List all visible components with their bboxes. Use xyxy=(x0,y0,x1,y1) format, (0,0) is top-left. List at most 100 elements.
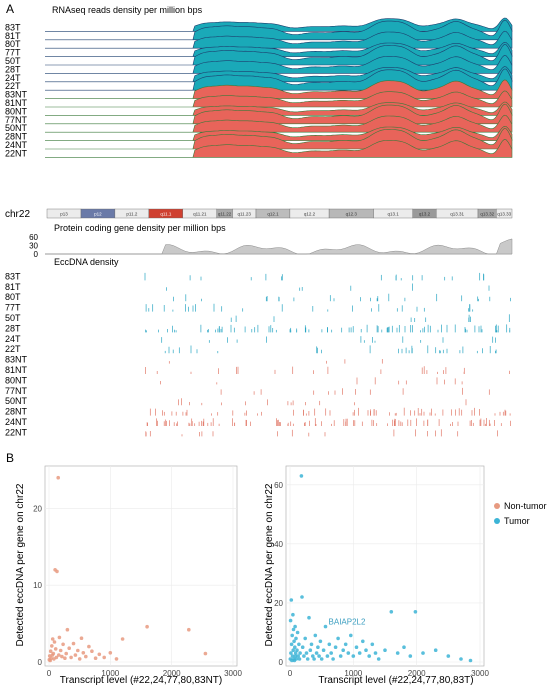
band-label: q13.1 xyxy=(387,212,399,217)
legend-label-nontumor: Non-tumor xyxy=(504,501,547,511)
ytick-label: 10 xyxy=(33,581,42,590)
scatter-point xyxy=(114,657,119,661)
scatter-point xyxy=(309,642,314,647)
scatter-point xyxy=(402,645,406,649)
sample-label: 50T xyxy=(5,56,21,66)
scatter-point xyxy=(50,644,54,648)
sample-label: 22T xyxy=(5,81,21,91)
rnaseq-ridge-tracks xyxy=(45,17,513,158)
scatter-point xyxy=(354,645,359,649)
scatter-point xyxy=(60,654,64,659)
protein-ytick: 60 xyxy=(29,233,38,242)
scatter-point xyxy=(370,642,375,647)
scatter-point xyxy=(73,653,78,657)
scatter-point xyxy=(289,642,294,647)
protein-density-area xyxy=(45,238,513,255)
scatter-point xyxy=(291,648,296,652)
scatter-point xyxy=(318,639,323,644)
scatter-point xyxy=(56,475,60,480)
scatter-point xyxy=(289,598,294,602)
scatter-point xyxy=(299,474,304,478)
scatter-point xyxy=(325,654,330,658)
ytick-label: 20 xyxy=(274,599,283,608)
scatter-point xyxy=(97,652,102,657)
scatter-point xyxy=(296,654,301,658)
scatter-point xyxy=(294,657,299,661)
eccdna-tracks xyxy=(144,272,511,437)
scatter-point xyxy=(459,657,463,661)
eccdna-sample-label: 50T xyxy=(5,313,21,323)
chromosome-band xyxy=(496,208,513,219)
scatter-point xyxy=(308,648,313,652)
scatter-point xyxy=(446,654,451,658)
scatter-point xyxy=(311,654,315,658)
scatter-point xyxy=(79,636,84,640)
legend-swatch-tumor xyxy=(494,518,500,524)
ytick-label: 60 xyxy=(274,481,283,490)
scatter-point xyxy=(55,569,59,574)
eccdna-sample-label: 22NT xyxy=(5,427,28,437)
scatter-point xyxy=(316,645,320,649)
scatter-point xyxy=(395,651,400,655)
scatter-point xyxy=(351,654,356,658)
scatter-point xyxy=(77,657,82,661)
band-label: p11.2 xyxy=(126,212,137,217)
sample-label: 81T xyxy=(5,31,21,41)
scatter-point xyxy=(357,651,362,655)
scatter-point xyxy=(84,654,88,659)
ytick-label: 0 xyxy=(279,658,284,667)
scatter-point xyxy=(307,615,311,620)
scatter-point xyxy=(367,654,372,658)
eccdna-sample-label: 81T xyxy=(5,282,21,292)
scatter-point xyxy=(298,651,302,655)
scatter-point xyxy=(290,654,295,658)
scatter-point xyxy=(389,610,394,614)
xlabel-right: Transcript level (#22,24,77,80,83T) xyxy=(318,675,473,686)
scatter-point xyxy=(102,655,106,660)
band-label: q13.32 xyxy=(480,212,494,217)
eccdna-sample-label: 24T xyxy=(5,334,21,344)
scatter-point xyxy=(305,657,310,661)
rnaseq-sample-labels: 83T81T80T77T50T28T24T22T83NT81NT80NT77NT… xyxy=(5,22,28,158)
scatter-point xyxy=(297,657,302,661)
eccdna-sample-label: 77NT xyxy=(5,386,28,396)
xtick-label: 2000 xyxy=(408,669,426,678)
ytick-label: 40 xyxy=(274,540,283,549)
scatter-point xyxy=(333,645,338,649)
scatter-point xyxy=(336,636,340,641)
scatter-point xyxy=(71,641,76,646)
band-label: q12.3 xyxy=(346,212,358,217)
xtick-label: 0 xyxy=(288,669,293,678)
rnaseq-title: RNAseq reads density per million bps xyxy=(52,5,203,15)
scatter-point xyxy=(293,624,297,629)
scatter-point xyxy=(297,642,301,647)
eccdna-sample-label: 81NT xyxy=(5,365,28,375)
scatter-point xyxy=(52,640,57,644)
eccdna-title: EccDNA density xyxy=(54,257,119,267)
scatter-point xyxy=(312,657,316,661)
eccdna-sample-label: 28T xyxy=(5,323,21,333)
scatter-point xyxy=(87,644,91,649)
sample-label: 24T xyxy=(5,73,21,83)
eccdna-sample-label: 83NT xyxy=(5,355,28,365)
scatter-point xyxy=(323,624,328,629)
scatter-point xyxy=(90,649,94,653)
scatter-point xyxy=(203,651,208,656)
band-label: q11.23 xyxy=(237,212,251,217)
scatter-point xyxy=(293,654,298,658)
panel-b-label: B xyxy=(6,451,14,465)
protein-ytick: 30 xyxy=(29,242,38,251)
sample-label: 50NT xyxy=(5,123,28,133)
sample-label: 81NT xyxy=(5,98,28,108)
scatter-point xyxy=(295,648,299,652)
scatter-point xyxy=(321,648,326,652)
scatter-point xyxy=(421,651,425,655)
scatter-point xyxy=(468,658,473,663)
sample-label: 80T xyxy=(5,39,21,49)
scatter-point xyxy=(304,651,309,655)
eccdna-sample-label: 77T xyxy=(5,303,21,313)
scatter-point xyxy=(319,657,324,661)
scatter-point xyxy=(120,637,125,641)
protein-density-title: Protein coding gene density per million … xyxy=(54,223,226,233)
scatter-point xyxy=(81,651,86,655)
